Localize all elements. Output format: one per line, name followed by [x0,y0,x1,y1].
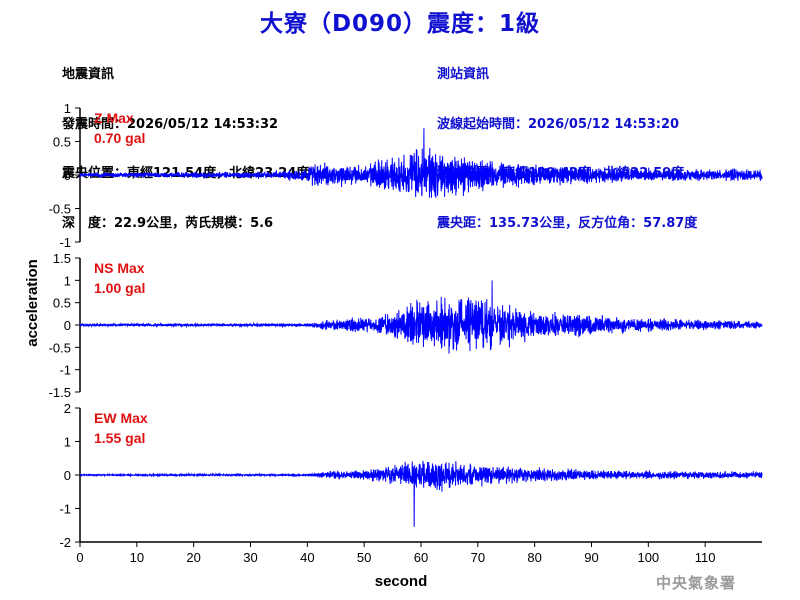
earthquake-info: 地震資訊 發震時間：2026/05/12 14:53:32 震央位置：東經121… [62,34,309,249]
y-tick-label: -1.5 [49,385,71,400]
y-tick-label: 1 [64,273,71,288]
y-tick-label: 0 [64,468,71,483]
y-axis-label: acceleration [24,259,41,347]
max-label-ew: EW Max [94,410,148,426]
waveform-ns [79,280,763,354]
x-tick-label: 30 [243,550,257,565]
origin-time: 發震時間：2026/05/12 14:53:32 [62,116,279,132]
y-tick-label: 1 [64,101,71,116]
chart-title: 大寮（D090）震度：1級 [259,11,541,37]
y-tick-label: 0 [64,318,71,333]
waveform-ew [79,460,763,527]
agency-watermark: 中央氣象署 [656,574,737,592]
x-tick-label: 40 [300,550,314,565]
earthquake-info-heading: 地震資訊 [62,67,115,82]
y-tick-label: -1 [59,235,71,250]
y-tick-label: 1 [64,435,71,450]
x-axis-label: second [375,573,428,590]
epicentral-distance: 震央距：135.73公里，反方位角：57.87度 [437,215,698,231]
x-tick-label: 60 [414,550,428,565]
x-tick-label: 110 [695,550,716,565]
y-tick-label: 0.5 [53,296,71,311]
wave-start-time: 波線起始時間：2026/05/12 14:53:20 [437,116,680,132]
waveform-z [79,128,763,198]
y-tick-label: -1 [59,502,71,517]
x-tick-label: 70 [471,550,485,565]
y-tick-label: 2 [64,401,71,416]
x-tick-label: 100 [637,550,659,565]
y-tick-label: 0 [64,168,71,183]
max-value-ew: 1.55 gal [94,430,145,446]
y-tick-label: -0.5 [49,340,71,355]
max-value-z: 0.70 gal [94,130,145,146]
x-tick-label: 80 [527,550,541,565]
x-tick-label: 50 [357,550,371,565]
y-tick-label: 1.5 [53,251,71,266]
y-tick-label: 0.5 [53,135,71,150]
max-value-ns: 1.00 gal [94,280,145,296]
max-label-ns: NS Max [94,260,145,276]
y-tick-label: -1 [59,363,71,378]
x-tick-label: 10 [130,550,144,565]
x-tick-label: 90 [584,550,598,565]
y-tick-label: -0.5 [49,202,71,217]
y-tick-label: -2 [59,535,71,550]
depth-magnitude: 深 度：22.9公里，芮氏規模：5.6 [62,215,274,231]
max-label-z: Z Max [94,110,134,126]
station-info-heading: 測站資訊 [437,67,490,82]
x-tick-label: 0 [76,550,83,565]
x-tick-label: 20 [186,550,200,565]
